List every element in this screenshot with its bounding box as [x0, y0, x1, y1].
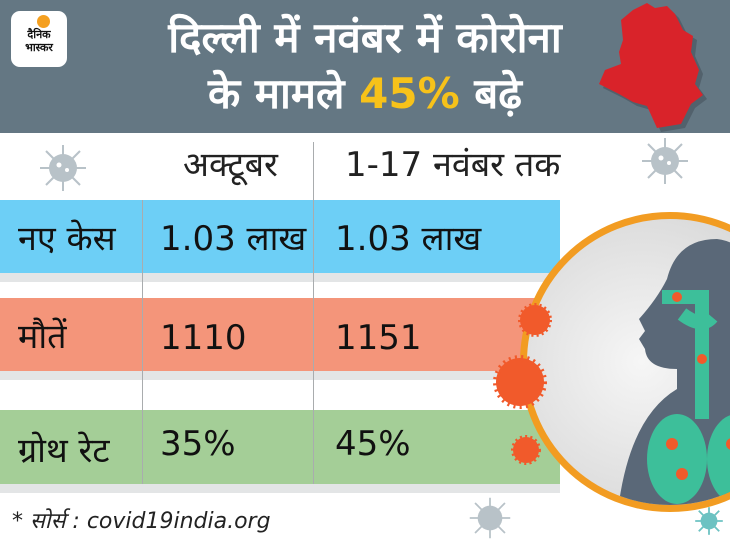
dainik-bhaskar-logo: दैनिक भास्कर: [11, 11, 67, 67]
cell-november: 1151: [335, 318, 422, 358]
headline: दिल्ली में नवंबर में कोरोना के मामले 45%…: [130, 10, 600, 122]
headline-line-1: दिल्ली में नवंबर में कोरोना: [168, 13, 562, 62]
row-label: नए केस: [18, 219, 116, 259]
virus-icon: [695, 507, 723, 535]
cell-november: 45%: [335, 424, 411, 464]
headline-line-2: के मामले 45% बढ़े: [208, 69, 522, 118]
header-banner: दैनिक भास्कर दिल्ली में नवंबर में कोरोना…: [0, 0, 730, 133]
row-new-cases: नए केस 1.03 लाख 1.03 लाख: [0, 200, 560, 282]
delhi-map-icon: [599, 3, 707, 132]
column-header-october: अक्टूबर: [183, 145, 278, 185]
row-label: ग्रोथ रेट: [18, 431, 110, 471]
logo-line-1: दैनिक: [27, 28, 51, 41]
column-divider: [142, 200, 143, 484]
sun-icon: [37, 15, 50, 28]
virus-icon: [642, 138, 688, 184]
cell-november: 1.03 लाख: [335, 219, 482, 259]
cell-october: 1.03 लाख: [160, 219, 307, 259]
virus-icon: [493, 355, 547, 409]
virus-icon: [40, 145, 86, 191]
row-deaths: मौतें 1110 1151: [0, 298, 560, 380]
cell-october: 35%: [160, 424, 236, 464]
human-silhouette-icon: [618, 239, 730, 505]
virus-icon: [469, 497, 511, 539]
cell-october: 1110: [160, 318, 247, 358]
column-divider: [313, 142, 314, 484]
source-note: * सोर्स : covid19india.org: [12, 509, 271, 534]
row-growth-rate: ग्रोथ रेट 35% 45%: [0, 410, 560, 493]
headline-highlight: 45%: [359, 69, 460, 118]
column-header-november: 1-17 नवंबर तक: [345, 145, 561, 185]
virus-icon: [518, 303, 552, 337]
logo-line-2: भास्कर: [25, 41, 53, 54]
row-label: मौतें: [18, 317, 67, 357]
virus-icon: [511, 435, 541, 465]
